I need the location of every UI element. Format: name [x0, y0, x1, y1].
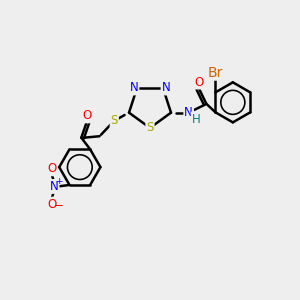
Text: N: N: [161, 82, 170, 94]
Text: S: S: [111, 114, 118, 128]
Text: S: S: [146, 122, 154, 134]
Text: O: O: [194, 76, 204, 88]
Text: O: O: [47, 162, 56, 175]
Text: −: −: [53, 199, 63, 212]
Text: N: N: [130, 82, 139, 94]
Text: H: H: [192, 112, 200, 126]
Text: O: O: [47, 198, 56, 211]
Text: N: N: [184, 106, 193, 119]
Text: +: +: [55, 177, 62, 186]
Text: O: O: [82, 110, 91, 122]
Text: Br: Br: [208, 66, 223, 80]
Text: N: N: [50, 180, 58, 193]
